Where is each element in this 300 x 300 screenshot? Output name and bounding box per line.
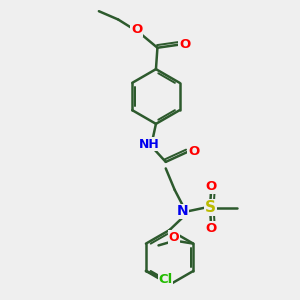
Text: O: O <box>188 145 199 158</box>
Text: O: O <box>169 231 179 244</box>
Text: N: N <box>177 204 189 218</box>
Text: O: O <box>205 222 217 235</box>
Text: O: O <box>179 38 190 51</box>
Text: O: O <box>131 23 142 36</box>
Text: S: S <box>205 200 216 215</box>
Text: NH: NH <box>139 138 160 151</box>
Text: Cl: Cl <box>158 273 173 286</box>
Text: O: O <box>205 180 217 194</box>
